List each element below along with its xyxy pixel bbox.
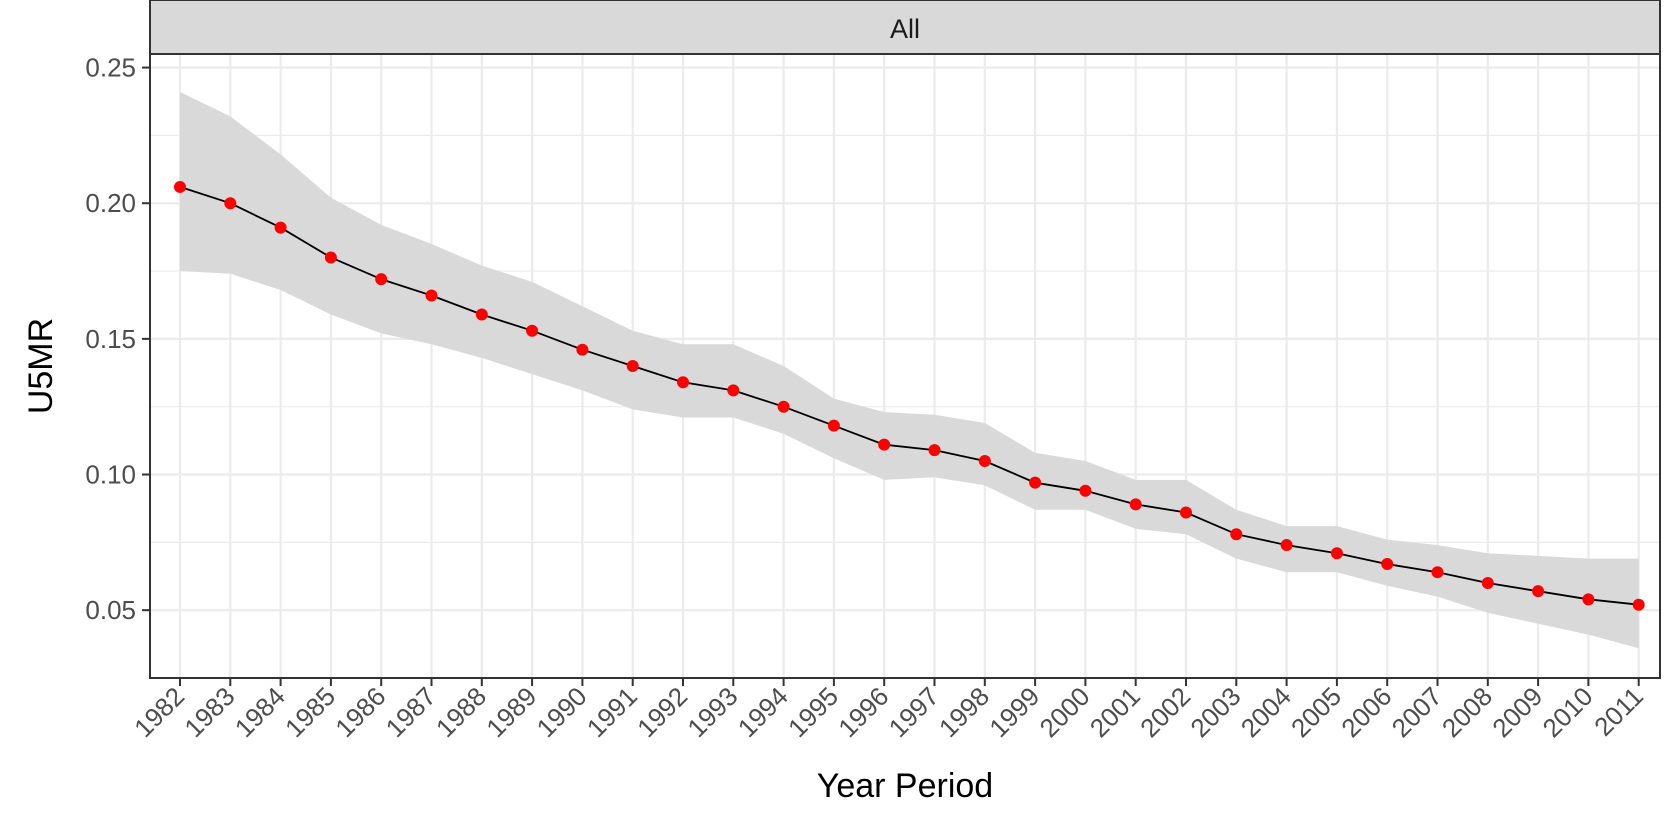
x-tick-label: 1986 (329, 681, 391, 743)
data-point (677, 376, 689, 389)
data-point (1280, 539, 1293, 552)
x-tick-label: 2010 (1537, 681, 1599, 743)
data-point (1381, 558, 1394, 571)
x-tick-label: 2004 (1235, 681, 1297, 743)
data-point (727, 384, 740, 397)
x-tick-label: 2003 (1184, 681, 1246, 743)
data-point (425, 289, 438, 302)
x-tick-label: 1998 (933, 681, 995, 743)
data-point (526, 324, 539, 337)
y-tick-label: 0.10 (85, 460, 136, 490)
data-point (475, 308, 488, 321)
data-point (1481, 577, 1494, 590)
y-tick-label: 0.20 (85, 188, 136, 218)
x-tick-label: 1984 (229, 681, 291, 743)
data-point (777, 400, 790, 413)
data-point (1582, 593, 1595, 606)
facet-strip-background (149, 0, 1661, 55)
data-point (1029, 476, 1042, 489)
series-line-layer (179, 186, 1639, 606)
x-tick-label: 1988 (430, 681, 492, 743)
data-point (1330, 547, 1343, 560)
x-tick-label: 2011 (1588, 681, 1649, 742)
data-point (1180, 506, 1192, 519)
x-tick-label: 1993 (681, 681, 743, 743)
x-tick-label: 2006 (1335, 681, 1397, 743)
facet-strip: All (149, 0, 1661, 55)
x-tick-label: 2002 (1134, 681, 1196, 743)
confidence-band (180, 92, 1639, 649)
y-tick-label: 0.25 (85, 53, 136, 83)
data-point (1230, 528, 1243, 541)
x-tick-label: 1991 (581, 681, 643, 743)
data-point (878, 438, 891, 451)
data-point (1079, 484, 1092, 497)
x-tick-label: 1996 (832, 681, 894, 743)
data-point (324, 251, 337, 264)
y-tick-label: 0.05 (85, 595, 136, 625)
data-point (1129, 498, 1142, 511)
x-tick-label: 2007 (1386, 681, 1448, 743)
data-point (274, 221, 287, 234)
data-point (1632, 598, 1645, 611)
x-tick-label: 1992 (631, 681, 693, 743)
x-axis: 1982198319841985198619871988198919901991… (128, 678, 1649, 743)
data-point (827, 419, 840, 432)
x-tick-label: 1982 (128, 681, 190, 743)
y-tick-label: 0.15 (85, 324, 136, 354)
x-tick-label: 2000 (1034, 681, 1096, 743)
data-point (928, 444, 941, 457)
x-tick-label: 1983 (178, 681, 240, 743)
x-tick-label: 2001 (1084, 681, 1146, 743)
x-tick-label: 1990 (531, 681, 593, 743)
panel-border (149, 53, 1661, 679)
y-axis: 0.05 0.10 0.15 0.20 0.25 (85, 53, 150, 625)
data-point (1431, 566, 1444, 579)
x-tick-label: 2008 (1436, 681, 1498, 743)
x-tick-label: 1997 (883, 681, 945, 743)
x-tick-label: 1989 (480, 681, 542, 743)
data-point (174, 180, 186, 193)
x-tick-label: 1999 (983, 681, 1045, 743)
data-points-layer (174, 180, 1645, 611)
x-tick-label: 1994 (732, 681, 794, 743)
data-point (978, 454, 991, 467)
x-tick-label: 2005 (1285, 681, 1347, 743)
confidence-band-layer (180, 92, 1639, 649)
facet-strip-label: All (890, 14, 920, 44)
x-axis-title: Year Period (817, 767, 993, 805)
data-point (375, 273, 388, 286)
x-tick-label: 1995 (782, 681, 844, 743)
x-tick-label: 1985 (279, 681, 341, 743)
data-point (224, 197, 237, 210)
y-axis-title: U5MR (22, 318, 60, 414)
data-point (626, 360, 639, 372)
x-tick-label: 1987 (380, 681, 442, 743)
data-point (1532, 585, 1545, 598)
series-line (179, 186, 1639, 606)
data-point (576, 343, 589, 356)
x-tick-label: 2009 (1486, 681, 1548, 743)
